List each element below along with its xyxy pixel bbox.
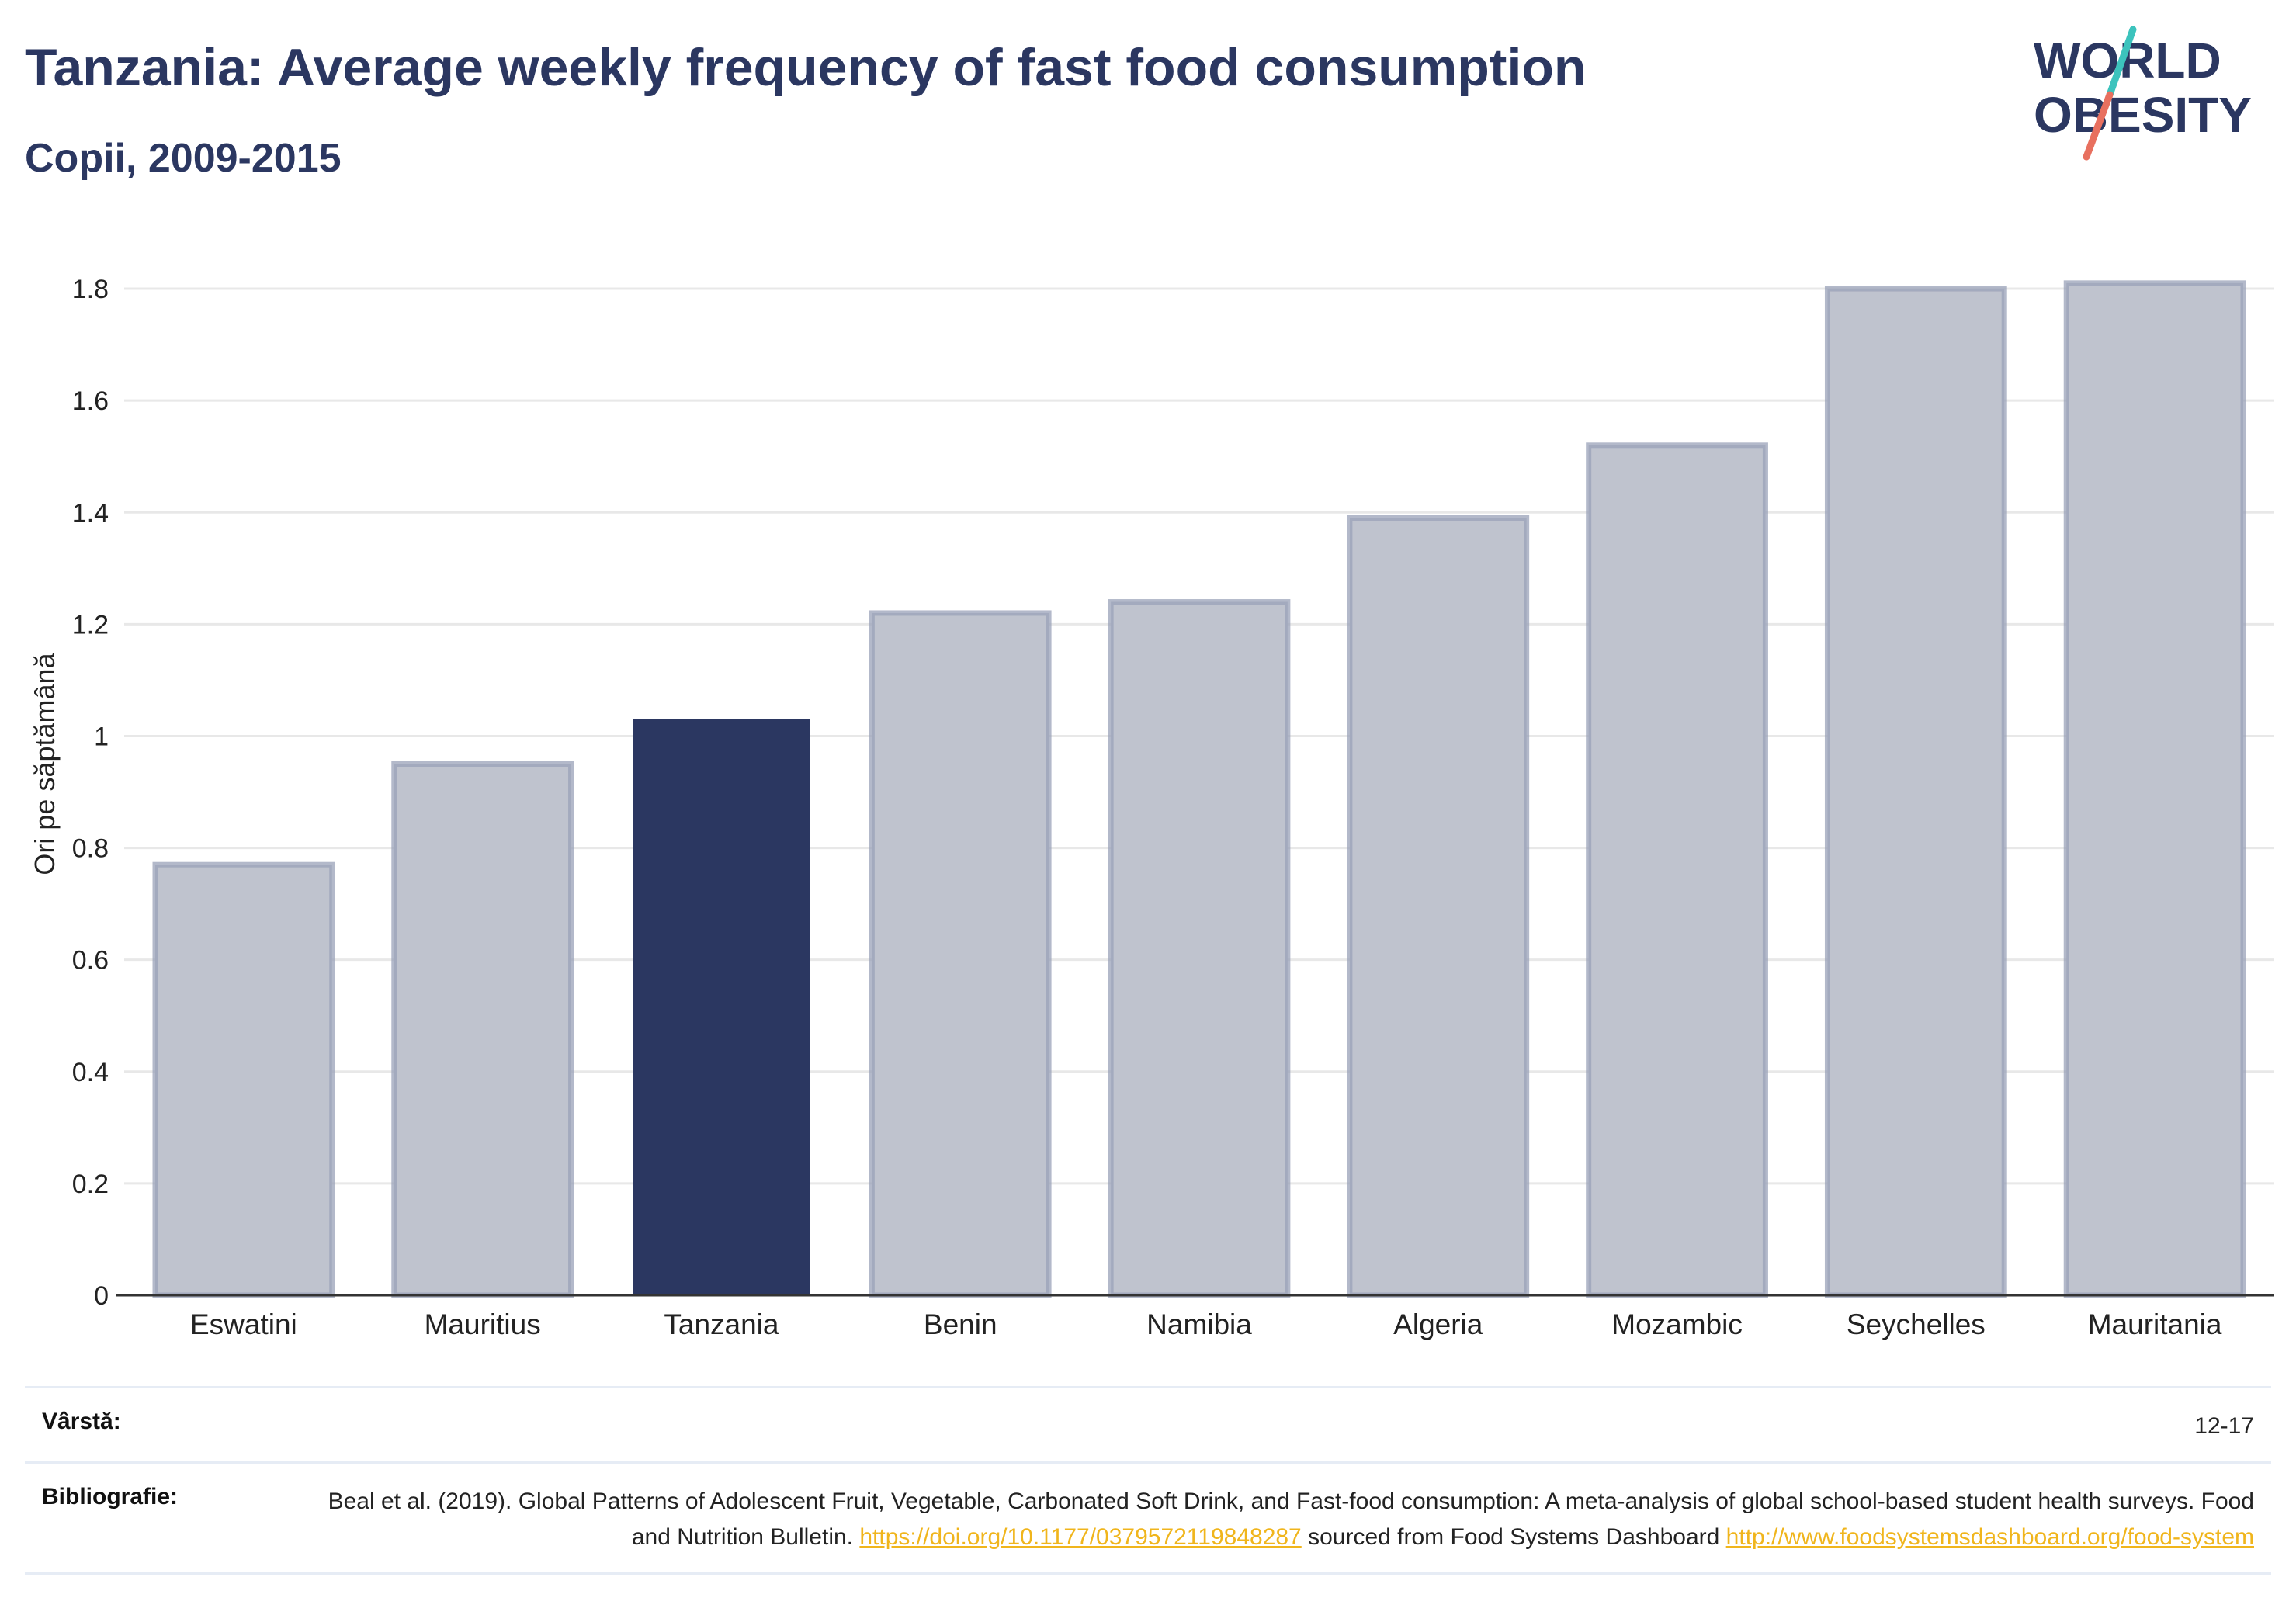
bar-mauritius[interactable] — [391, 761, 574, 1298]
doi-link[interactable]: https://doi.org/10.1177/0379572119848287 — [859, 1524, 1302, 1550]
bibliography-source: sourced from Food Systems Dashboard — [1308, 1524, 1720, 1550]
y-tick-label: 1.2 — [72, 610, 109, 639]
bibliography-label: Bibliografie: — [42, 1484, 179, 1509]
metadata-table: Vârstă: 12-17 Bibliografie: Beal et al. … — [25, 1386, 2271, 1575]
age-label: Vârstă: — [42, 1409, 121, 1434]
age-value: 12-17 — [2194, 1413, 2254, 1439]
x-tick-label: Namibia — [1146, 1308, 1252, 1340]
bibliography-row: Bibliografie: Beal et al. (2019). Global… — [25, 1462, 2271, 1574]
bar-tanzania[interactable] — [633, 719, 810, 1295]
x-tick-label: Mauritius — [425, 1308, 541, 1340]
y-tick-label: 1.8 — [72, 275, 109, 304]
x-tick-label: Mauritania — [2088, 1308, 2222, 1340]
x-tick-label: Tanzania — [664, 1308, 779, 1340]
y-tick-label: 1 — [94, 722, 109, 751]
x-tick-label: Seychelles — [1847, 1308, 1986, 1340]
bar-namibia[interactable] — [1108, 599, 1291, 1298]
chart-subtitle: Copii, 2009-2015 — [25, 136, 342, 181]
bar-mozambic[interactable] — [1586, 442, 1768, 1298]
age-row: Vârstă: 12-17 — [25, 1387, 2271, 1463]
x-tick-label: Benin — [924, 1308, 997, 1340]
chart-title: Tanzania: Average weekly frequency of fa… — [25, 38, 1587, 97]
bars — [152, 280, 2246, 1298]
y-tick-label: 1.4 — [72, 498, 109, 528]
bibliography-citation: Beal et al. (2019). Global Patterns of A… — [328, 1489, 2254, 1550]
bar-mauritania[interactable] — [2063, 280, 2246, 1298]
bar-algeria[interactable] — [1347, 515, 1530, 1298]
logo-slash-teal — [2106, 26, 2137, 99]
bar-chart: 0 0.2 0.4 0.6 0.8 1 1.2 1.4 1.6 1.8 Eswatini Maurit… — [29, 275, 2274, 1340]
world-obesity-logo: WORLD OBESITY — [2034, 26, 2252, 161]
logo-slash-coral — [2083, 91, 2114, 161]
axes: 0 0.2 0.4 0.6 0.8 1 1.2 1.4 1.6 1.8 Eswatini Maurit… — [72, 275, 2274, 1340]
logo-text-obesity: OBESITY — [2034, 87, 2252, 143]
y-tick-label: 0.2 — [72, 1170, 109, 1199]
bar-benin[interactable] — [869, 610, 1052, 1298]
y-tick-label: 0.8 — [72, 834, 109, 864]
bar-eswatini[interactable] — [152, 861, 335, 1298]
y-tick-label: 0 — [94, 1281, 109, 1311]
y-axis-title: Ori pe săptămână — [29, 652, 61, 875]
dashboard-link[interactable]: http://www.foodsystemsdashboard.org/food… — [1725, 1524, 2254, 1550]
y-tick-label: 0.6 — [72, 946, 109, 976]
y-tick-label: 0.4 — [72, 1058, 109, 1087]
x-tick-label: Eswatini — [190, 1308, 297, 1340]
bibliography-text: Beal et al. (2019). Global Patterns of A… — [292, 1463, 2271, 1574]
y-tick-label: 1.6 — [72, 386, 109, 416]
x-tick-label: Mozambic — [1611, 1308, 1743, 1340]
x-tick-label: Algeria — [1393, 1308, 1483, 1340]
bar-seychelles[interactable] — [1824, 286, 2007, 1298]
